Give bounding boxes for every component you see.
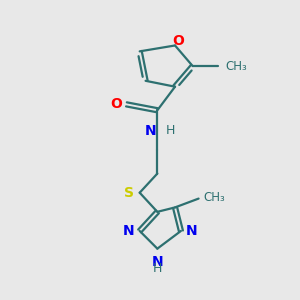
Text: O: O	[110, 98, 122, 111]
Text: H: H	[166, 124, 175, 137]
Text: O: O	[172, 34, 184, 48]
Text: CH₃: CH₃	[203, 190, 225, 204]
Text: N: N	[152, 254, 163, 268]
Text: N: N	[186, 224, 198, 238]
Text: N: N	[144, 124, 156, 138]
Text: H: H	[153, 262, 162, 275]
Text: CH₃: CH₃	[225, 60, 247, 73]
Text: S: S	[124, 186, 134, 200]
Text: N: N	[123, 224, 134, 238]
